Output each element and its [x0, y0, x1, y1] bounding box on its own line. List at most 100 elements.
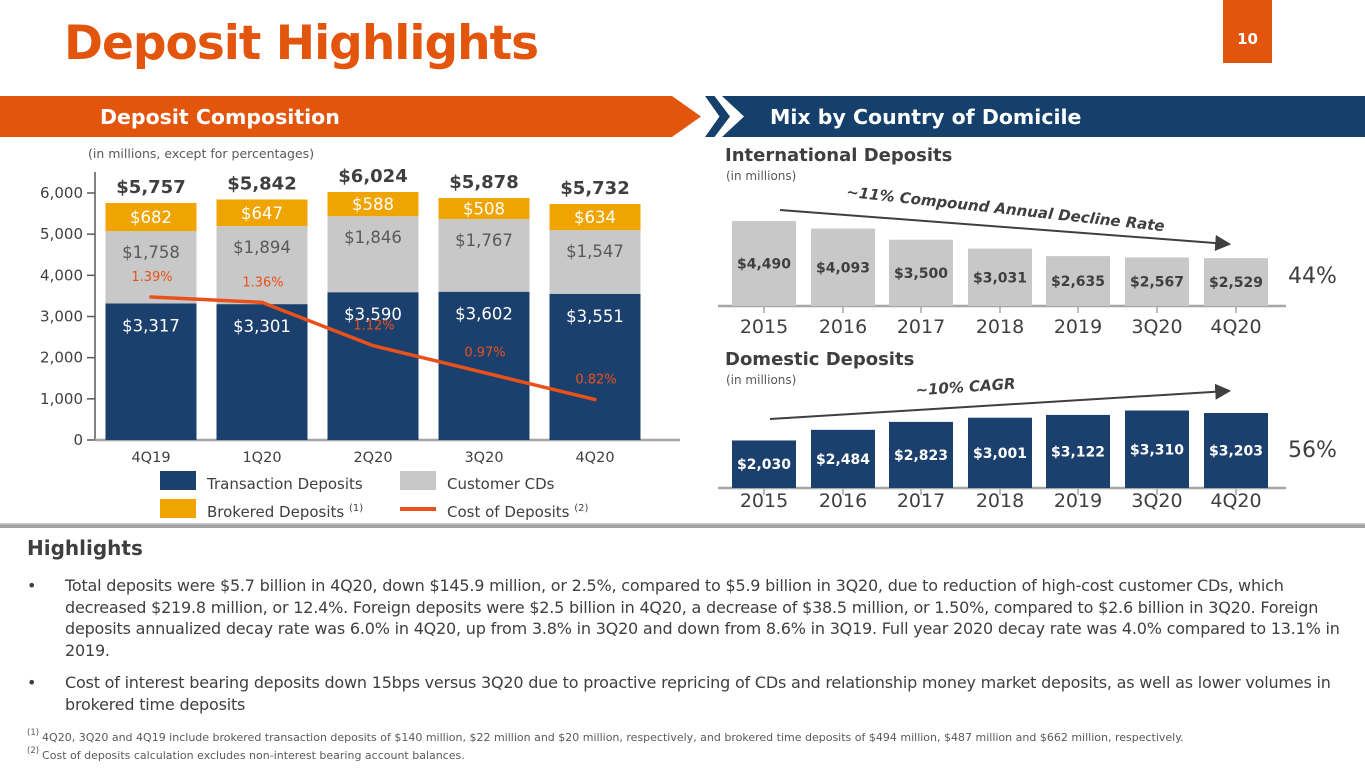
bar-2015: [732, 221, 796, 306]
transaction-deposits-swatch-icon: [160, 471, 196, 490]
cost-percent-label: 1.36%: [242, 275, 283, 290]
x-axis-label: 3Q20: [1131, 490, 1182, 512]
highlight-bullet: Total deposits were $5.7 billion in 4Q20…: [27, 575, 1347, 661]
bar-segment-2Q20: [327, 216, 419, 293]
international-units-note: (in millions): [726, 169, 797, 183]
legend-item-customer-cds: Customer CDs: [400, 471, 680, 499]
segment-value-label: $588: [352, 195, 394, 214]
x-axis-label: 1Q20: [242, 450, 281, 466]
bar-value-label: $2,484: [816, 452, 870, 468]
cost-of-deposits-line: [149, 295, 597, 402]
total-label: $6,024: [338, 166, 407, 187]
cost-of-deposits-line-icon: [400, 507, 436, 511]
cost-percent-label: 0.97%: [464, 346, 505, 361]
domestic-deposits-chart: $2,030 2015 $2,484 2016 $2,823 2017 $3,001 2018…: [718, 383, 1286, 512]
bar-segment-4Q20: [549, 293, 641, 440]
x-axis-label: 2018: [976, 316, 1024, 338]
bar-value-label: $3,031: [973, 270, 1027, 286]
international-deposits-title: International Deposits: [725, 145, 953, 166]
bar-segment-3Q20: [438, 218, 530, 292]
segment-value-label: $3,301: [233, 317, 291, 336]
banner-deposit-composition-label: Deposit Composition: [100, 104, 340, 129]
cost-percent-label: 1.12%: [353, 319, 394, 334]
x-axis-label: 2019: [1054, 316, 1102, 338]
bar-4Q20: [1204, 413, 1268, 488]
trend-arrow: [769, 383, 1232, 420]
bar-2017: [889, 239, 953, 306]
bar-3Q20: [1125, 410, 1189, 488]
bar-value-label: $2,823: [894, 448, 948, 464]
x-axis-label: 4Q20: [1210, 490, 1261, 512]
footnote: (1) 4Q20, 3Q20 and 4Q19 include brokered …: [27, 728, 1184, 744]
x-axis-label: 4Q19: [131, 450, 170, 466]
bar-segment-1Q20: [216, 199, 308, 227]
segment-value-label: $1,767: [455, 231, 513, 250]
segment-value-label: $634: [574, 208, 616, 227]
legend-label: Brokered Deposits: [207, 503, 345, 521]
segment-value-label: $1,547: [566, 242, 624, 261]
legend-item-brokered-deposits: Brokered Deposits (1): [160, 499, 400, 527]
international-share-label: 44%: [1288, 264, 1337, 289]
x-axis-label: 2018: [976, 490, 1024, 512]
segment-value-label: $3,551: [566, 307, 624, 326]
bar-4Q20: [1204, 258, 1268, 306]
footnote: (2) Cost of deposits calculation excludes…: [27, 746, 465, 762]
legend-label: Customer CDs: [447, 475, 555, 493]
bar-2019: [1046, 256, 1110, 306]
bar-value-label: $3,310: [1130, 442, 1184, 458]
deposit-composition-chart: 0 1,000 2,000 3,000 4,000 5,000 6,000 $5,757 4Q1…: [40, 166, 680, 466]
bar-value-label: $2,567: [1130, 275, 1184, 291]
composition-legend: Transaction Deposits Customer CDs Broker…: [160, 471, 700, 527]
bar-value-label: $3,203: [1209, 444, 1263, 460]
y-tick-label: 5,000: [40, 225, 83, 243]
bar-segment-4Q19: [105, 303, 197, 440]
customer-cds-swatch-icon: [400, 471, 436, 490]
legend-item-cost-of-deposits: Cost of Deposits (2): [400, 499, 680, 527]
highlights-list: Total deposits were $5.7 billion in 4Q20…: [27, 575, 1347, 715]
bar-segment-4Q20: [549, 230, 641, 294]
x-axis-label: 2019: [1054, 490, 1102, 512]
brokered-deposits-swatch-icon: [160, 499, 196, 518]
total-label: $5,757: [116, 177, 185, 198]
x-axis-label: 2015: [740, 490, 788, 512]
x-axis-label: 3Q20: [464, 450, 503, 466]
bar-2018: [968, 248, 1032, 306]
legend-item-transaction-deposits: Transaction Deposits: [160, 471, 400, 499]
trend-arrow: [779, 209, 1232, 252]
composition-units-note: (in millions, except for percentages): [88, 146, 315, 161]
bar-value-label: $3,122: [1051, 444, 1105, 460]
segment-value-label: $508: [463, 200, 505, 219]
bar-value-label: $3,001: [973, 446, 1027, 462]
bar-segment-4Q20: [549, 204, 641, 231]
bar-segment-3Q20: [438, 198, 530, 219]
page-number-badge: 10: [1223, 0, 1272, 63]
x-axis-label: 2015: [740, 316, 788, 338]
segment-value-label: $3,317: [122, 316, 180, 335]
y-tick-label: 3,000: [40, 308, 83, 326]
highlights-title: Highlights: [27, 536, 143, 560]
segment-value-label: $1,846: [344, 228, 402, 247]
domestic-units-note: (in millions): [726, 373, 797, 387]
segment-value-label: $647: [241, 204, 283, 223]
y-tick-label: 4,000: [40, 266, 83, 284]
highlight-bullet: Cost of interest bearing deposits down 1…: [27, 672, 1347, 715]
x-axis-label: 2017: [897, 490, 945, 512]
bar-value-label: $4,490: [737, 257, 791, 273]
bar-2019: [1046, 414, 1110, 488]
bar-2015: [732, 440, 796, 488]
highlights-section: Highlights Total deposits were $5.7 bill…: [27, 536, 1347, 763]
international-deposits-chart: $4,490 2015 $4,093 2016 $3,500 2017 $3,031 2018…: [718, 209, 1286, 338]
bar-value-label: $4,093: [816, 260, 870, 276]
domestic-share-label: 56%: [1288, 438, 1337, 463]
bar-value-label: $2,030: [737, 457, 791, 473]
x-axis-label: 2017: [897, 316, 945, 338]
bar-segment-4Q19: [105, 231, 197, 304]
bar-segment-1Q20: [216, 226, 308, 305]
segment-value-label: $3,602: [455, 305, 513, 324]
x-axis-label: 4Q20: [575, 450, 614, 466]
banner-arrow-tip-icon: [672, 96, 701, 137]
y-tick-label: 2,000: [40, 349, 83, 367]
bar-2016: [811, 228, 875, 306]
x-axis-label: 4Q20: [1210, 316, 1261, 338]
